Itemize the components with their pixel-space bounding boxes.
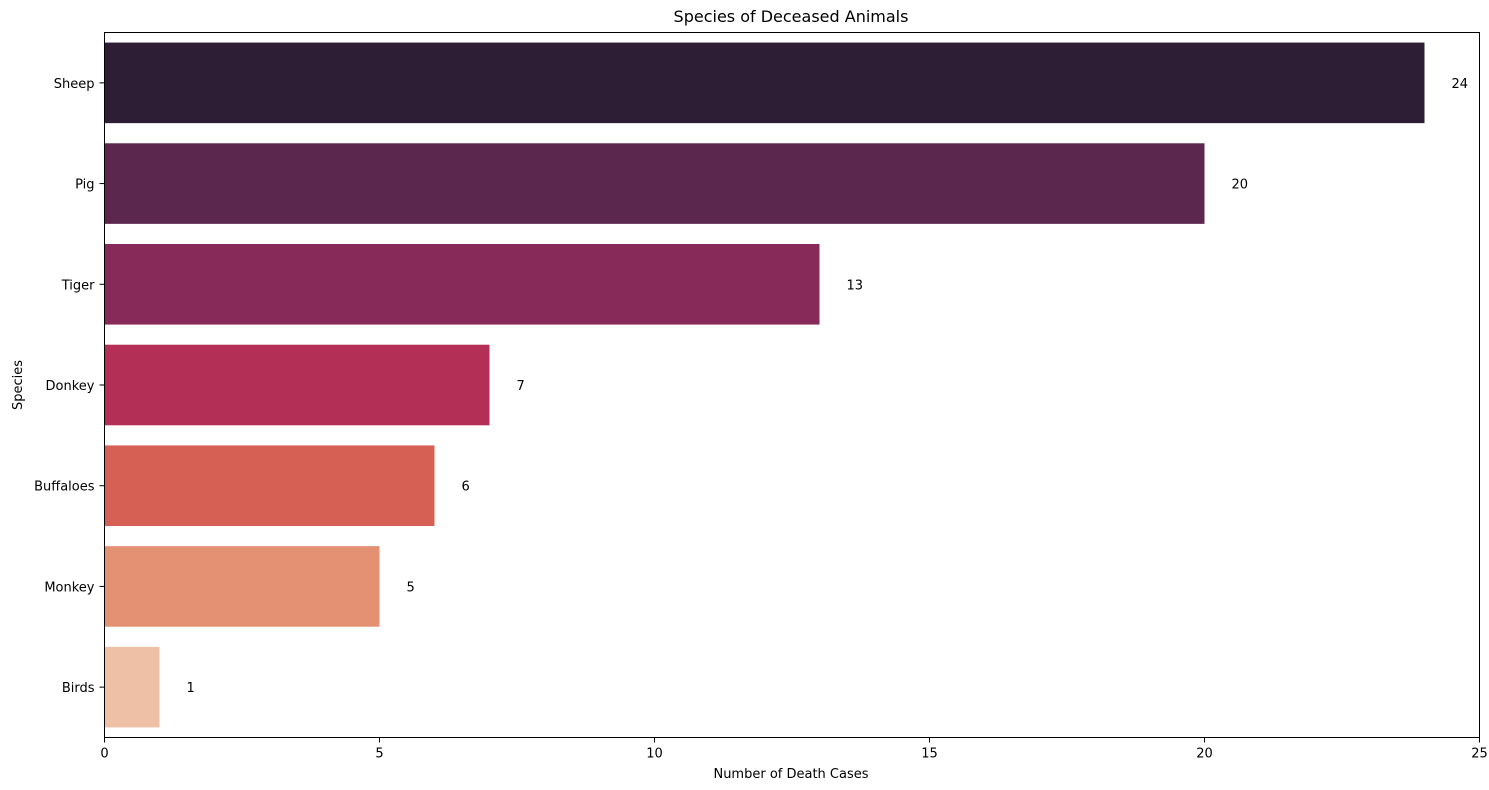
bar-value-label-birds: 1 [187,681,195,696]
bar-value-label-donkey: 7 [517,379,525,394]
y-axis: Sheep Pig Tiger Donkey Buffaloes Monkey Birds [34,77,105,696]
bar-labels-group: 24 20 13 7 6 5 1 [187,77,1469,696]
x-tick-label: 25 [1471,747,1488,762]
bar-birds [104,646,160,728]
x-tick-label: 15 [921,747,938,762]
bar-sheep [104,42,1425,124]
x-tick-label: 5 [375,747,383,762]
plot-frame [104,32,1480,738]
x-tick-label: 20 [1196,747,1213,762]
bars-group [104,42,1425,728]
x-axis-label: Number of Death Cases [713,767,868,782]
bar-value-label-pig: 20 [1232,178,1249,193]
y-tick-label-buffaloes: Buffaloes [34,480,95,495]
y-axis-label: Species [11,360,26,410]
y-tick-label-pig: Pig [75,178,94,193]
bar-donkey [104,344,490,426]
bar-pig [104,143,1205,224]
y-tick-label-birds: Birds [62,681,95,696]
y-tick-label-tiger: Tiger [61,278,95,293]
y-tick-label-sheep: Sheep [54,77,95,92]
bar-value-label-tiger: 13 [847,278,864,293]
bar-tiger [104,244,820,325]
bar-value-label-sheep: 24 [1452,77,1469,92]
bar-buffaloes [104,445,435,526]
bar-monkey [104,546,380,627]
chart-title: Species of Deceased Animals [674,7,909,26]
x-tick-label: 10 [646,747,663,762]
bar-value-label-monkey: 5 [407,580,415,595]
y-tick-label-monkey: Monkey [44,580,94,595]
x-axis: 0 5 10 15 20 25 [100,737,1488,762]
y-tick-label-donkey: Donkey [46,379,95,394]
x-tick-label: 0 [100,747,108,762]
bar-value-label-buffaloes: 6 [462,480,470,495]
